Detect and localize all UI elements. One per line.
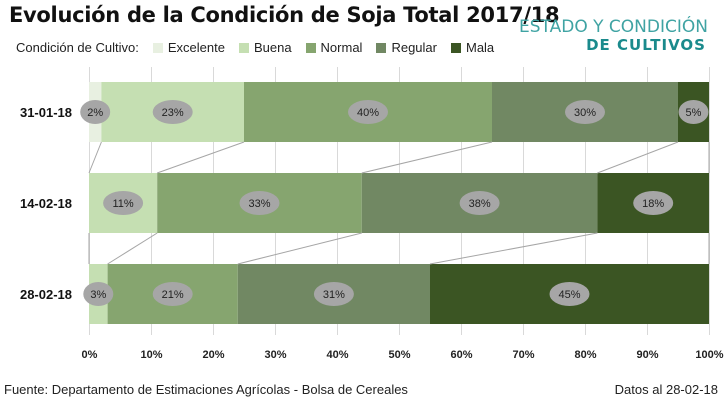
legend-item-buena: Buena <box>238 40 292 55</box>
x-tick-label: 10% <box>140 349 162 361</box>
data-label: 3% <box>90 289 106 301</box>
data-label-bubble <box>348 100 388 124</box>
data-label: 38% <box>469 198 491 210</box>
series-line <box>361 141 493 174</box>
data-label-bubble <box>80 100 111 124</box>
category-label: 31-01-18 <box>20 105 72 120</box>
data-label-bubble <box>565 100 605 124</box>
category-label: 14-02-18 <box>20 196 72 211</box>
legend-label: Normal <box>320 40 363 55</box>
legend-title: Condición de Cultivo: <box>16 40 139 55</box>
legend-item-normal: Normal <box>305 40 363 55</box>
x-tick-label: 100% <box>695 349 723 361</box>
x-tick-label: 40% <box>326 349 348 361</box>
data-label: 40% <box>357 107 379 119</box>
legend-item-mala: Mala <box>450 40 495 55</box>
x-tick-label: 80% <box>574 349 596 361</box>
data-label: 31% <box>323 289 345 301</box>
source-note: Fuente: Departamento de Estimaciones Agr… <box>4 382 408 397</box>
legend-swatch <box>305 42 316 53</box>
data-label: 33% <box>248 198 270 210</box>
series-line <box>237 232 362 265</box>
series-lines <box>88 141 710 265</box>
series-line <box>157 141 245 174</box>
x-tick-label: 30% <box>264 349 286 361</box>
data-label: 45% <box>558 289 580 301</box>
x-tick-labels: 0% 10% 20% 30% 40% 50% 60% 70% 80% 90% 100% <box>82 349 724 361</box>
series-line <box>597 141 679 174</box>
data-label-bubble <box>549 282 590 306</box>
legend-item-excelente: Excelente <box>152 40 225 55</box>
category-labels: 31-01-18 14-02-18 28-02-18 <box>20 105 72 302</box>
data-label-bubble <box>83 282 114 306</box>
chart-title: Evolución de la Condición de Soja Total … <box>9 3 560 27</box>
legend-swatch <box>238 42 249 53</box>
data-label-bubble <box>239 191 280 215</box>
category-label: 28-02-18 <box>20 287 72 302</box>
data-label: 5% <box>686 107 702 119</box>
bars <box>89 82 709 324</box>
data-label-bubble <box>103 191 144 215</box>
x-tick-label: 90% <box>636 349 658 361</box>
date-note: Datos al 28-02-18 <box>614 382 718 397</box>
data-label-bubble <box>152 282 193 306</box>
brand-line-2: DE CULTIVOS <box>586 36 706 54</box>
data-label-bubble <box>313 282 354 306</box>
series-line <box>88 141 102 174</box>
legend-label: Excelente <box>167 40 225 55</box>
data-labels: 2% 23% 11% 3% 40% 33% 21% 30% 38% 31% 5% 18% 45% <box>80 100 709 306</box>
data-label-bubble <box>678 100 709 124</box>
brand-line-1: ESTADO Y CONDICIÓN <box>519 17 708 37</box>
data-label-bubble <box>633 191 674 215</box>
legend-label: Regular <box>391 40 437 55</box>
legend-label: Buena <box>253 40 292 55</box>
data-label: 30% <box>574 107 596 119</box>
legend-label: Mala <box>465 40 495 55</box>
data-label-bubble <box>459 191 500 215</box>
x-tick-label: 20% <box>202 349 224 361</box>
data-label: 2% <box>87 107 103 119</box>
x-tick-label: 0% <box>82 349 98 361</box>
legend-swatch <box>376 42 387 53</box>
legend-swatch <box>450 42 461 53</box>
data-label: 21% <box>162 289 184 301</box>
data-label: 23% <box>162 107 184 119</box>
data-label: 11% <box>112 198 133 210</box>
series-line <box>429 232 598 265</box>
series-line <box>107 232 158 265</box>
x-tick-label: 50% <box>388 349 410 361</box>
data-label: 18% <box>642 198 664 210</box>
legend-item-regular: Regular <box>376 40 437 55</box>
legend: Condición de Cultivo: Excelente Buena No… <box>16 40 508 55</box>
x-tick-label: 60% <box>450 349 472 361</box>
data-label-bubble <box>152 100 193 124</box>
x-tick-label: 70% <box>512 349 534 361</box>
legend-swatch <box>152 42 163 53</box>
